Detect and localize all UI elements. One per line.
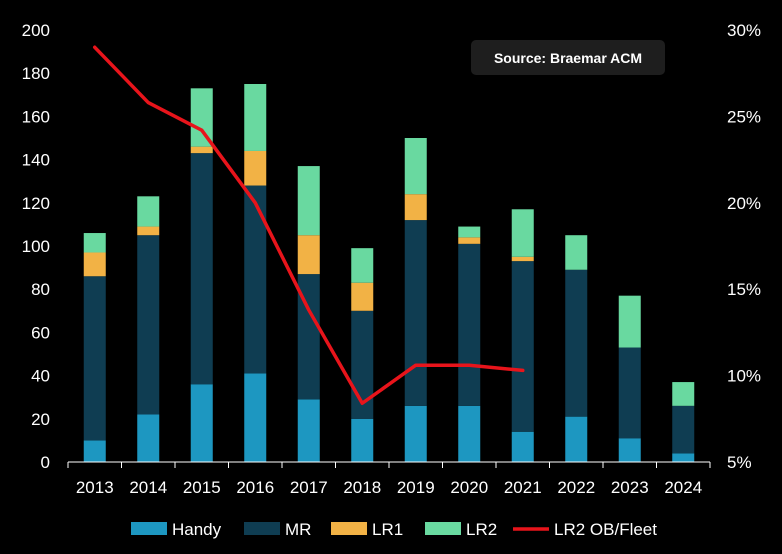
x-tick-label: 2021 bbox=[504, 478, 542, 497]
bar-lr1-2016 bbox=[244, 150, 267, 186]
legend-item-lr2: LR2 bbox=[425, 520, 497, 539]
bar-lr2-2018 bbox=[351, 248, 374, 283]
bar-lr2-2024 bbox=[672, 382, 695, 406]
y-right-tick-label: 10% bbox=[727, 367, 761, 386]
source-box: Source: Braemar ACM bbox=[471, 40, 665, 75]
bar-handy-2016 bbox=[244, 373, 267, 462]
bar-lr1-2015 bbox=[190, 146, 213, 154]
y-left-tick-label: 20 bbox=[31, 410, 50, 429]
y-left-tick-label: 120 bbox=[22, 194, 50, 213]
y-right-tick-label: 15% bbox=[727, 280, 761, 299]
bar-handy-2024 bbox=[672, 453, 695, 462]
bar-handy-2023 bbox=[618, 438, 641, 462]
legend-label: Handy bbox=[172, 520, 222, 539]
x-tick-label: 2018 bbox=[343, 478, 381, 497]
bars-group bbox=[83, 84, 695, 462]
x-tick-label: 2015 bbox=[183, 478, 221, 497]
x-tick-label: 2017 bbox=[290, 478, 328, 497]
bar-lr2-2023 bbox=[618, 295, 641, 348]
bar-lr2-2014 bbox=[137, 196, 160, 227]
bar-handy-2013 bbox=[83, 440, 106, 462]
y-left-tick-label: 60 bbox=[31, 323, 50, 342]
legend-swatch bbox=[131, 522, 167, 535]
legend-swatch bbox=[331, 522, 367, 535]
y-left-tick-label: 140 bbox=[22, 151, 50, 170]
bar-mr-2016 bbox=[244, 185, 267, 374]
bar-lr1-2018 bbox=[351, 282, 374, 311]
bar-lr2-2021 bbox=[511, 209, 534, 257]
x-tick-label: 2020 bbox=[450, 478, 488, 497]
legend: Handy MR LR1 LR2 LR2 OB/Fleet bbox=[131, 520, 657, 539]
y-left-tick-label: 40 bbox=[31, 367, 50, 386]
y-left-tick-label: 180 bbox=[22, 64, 50, 83]
bar-mr-2019 bbox=[404, 220, 427, 406]
y-left-tick-label: 80 bbox=[31, 280, 50, 299]
bar-mr-2021 bbox=[511, 261, 534, 432]
bar-handy-2019 bbox=[404, 405, 427, 462]
y-left-tick-label: 0 bbox=[41, 453, 50, 472]
bar-handy-2020 bbox=[458, 405, 481, 462]
bar-mr-2024 bbox=[672, 405, 695, 454]
legend-item-mr: MR bbox=[244, 520, 311, 539]
legend-item-lr2-ob-fleet: LR2 OB/Fleet bbox=[513, 520, 657, 539]
bar-lr2-2020 bbox=[458, 226, 481, 238]
y-right-tick-label: 25% bbox=[727, 107, 761, 126]
bar-handy-2021 bbox=[511, 431, 534, 462]
x-tick-label: 2022 bbox=[557, 478, 595, 497]
x-tick-label: 2016 bbox=[236, 478, 274, 497]
bar-lr2-2017 bbox=[297, 166, 320, 236]
y-right-tick-label: 20% bbox=[727, 194, 761, 213]
bar-handy-2017 bbox=[297, 399, 320, 462]
bar-lr2-2013 bbox=[83, 233, 106, 253]
legend-swatch bbox=[244, 522, 280, 535]
legend-label: LR2 OB/Fleet bbox=[554, 520, 657, 539]
x-tick-label: 2013 bbox=[76, 478, 114, 497]
x-tick-label: 2019 bbox=[397, 478, 435, 497]
bar-lr2-2015 bbox=[190, 88, 213, 147]
y-right-tick-label: 5% bbox=[727, 453, 752, 472]
bar-mr-2023 bbox=[618, 347, 641, 439]
legend-label: MR bbox=[285, 520, 311, 539]
bar-mr-2013 bbox=[83, 276, 106, 441]
bar-lr2-2016 bbox=[244, 84, 267, 151]
bar-mr-2014 bbox=[137, 235, 160, 415]
x-tick-label: 2024 bbox=[664, 478, 702, 497]
bar-lr1-2013 bbox=[83, 252, 106, 277]
bar-lr1-2017 bbox=[297, 235, 320, 275]
bar-mr-2020 bbox=[458, 243, 481, 406]
bar-lr2-2019 bbox=[404, 138, 427, 195]
bar-lr1-2021 bbox=[511, 256, 534, 262]
bar-mr-2022 bbox=[565, 269, 588, 417]
line-lr2-ob-fleet bbox=[93, 45, 525, 405]
bar-handy-2014 bbox=[137, 414, 160, 462]
line-group bbox=[93, 45, 525, 405]
bar-lr2-2022 bbox=[565, 235, 588, 270]
legend-swatch bbox=[425, 522, 461, 535]
source-text: Source: Braemar ACM bbox=[494, 50, 642, 66]
bar-handy-2022 bbox=[565, 416, 588, 462]
legend-label: LR2 bbox=[466, 520, 497, 539]
bar-lr1-2019 bbox=[404, 194, 427, 221]
bar-lr1-2020 bbox=[458, 237, 481, 244]
bar-handy-2015 bbox=[190, 384, 213, 462]
bar-mr-2015 bbox=[190, 153, 213, 385]
x-tick-label: 2014 bbox=[129, 478, 167, 497]
y-left-tick-label: 100 bbox=[22, 237, 50, 256]
bar-handy-2018 bbox=[351, 418, 374, 462]
legend-item-handy: Handy bbox=[131, 520, 222, 539]
y-left-tick-label: 200 bbox=[22, 21, 50, 40]
legend-item-lr1: LR1 bbox=[331, 520, 403, 539]
bar-lr1-2014 bbox=[137, 226, 160, 236]
y-right-tick-label: 30% bbox=[727, 21, 761, 40]
y-left-tick-label: 160 bbox=[22, 107, 50, 126]
legend-label: LR1 bbox=[372, 520, 403, 539]
x-tick-label: 2023 bbox=[611, 478, 649, 497]
bar-mr-2017 bbox=[297, 274, 320, 400]
axes-group: 2013 2014 2015 2016 2017 2018 2019 2020 2021 2022… bbox=[22, 21, 761, 497]
